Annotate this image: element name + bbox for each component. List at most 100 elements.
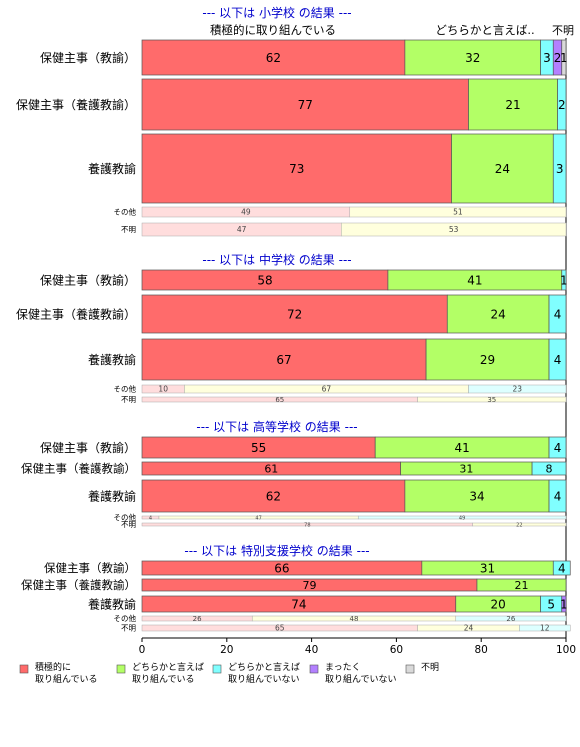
data-label: 22 [516, 522, 522, 528]
data-label: 67 [322, 385, 332, 394]
bar-segment [548, 338, 567, 381]
data-label: 1 [560, 273, 568, 287]
legend-label: 不明 [421, 662, 439, 673]
bar-segment [552, 133, 567, 204]
row-label: 養護教諭 [88, 596, 136, 611]
bar-segment [404, 479, 550, 513]
legend-swatch [19, 664, 29, 674]
data-label: 66 [274, 561, 289, 575]
data-label: 1 [560, 597, 568, 611]
legend-label: 積極的に [35, 661, 71, 673]
bar-segment [548, 294, 567, 334]
bar-segment [548, 436, 567, 459]
legend-label: まったく [325, 662, 361, 673]
row-label: その他 [114, 384, 137, 394]
data-label: 4 [554, 353, 562, 367]
row-label: その他 [114, 512, 137, 522]
bar-segment [548, 479, 567, 513]
x-tick-label: 80 [475, 644, 488, 656]
x-tick-label: 100 [556, 644, 576, 656]
legend-label: 取り組んでいる [132, 673, 195, 685]
data-label: 29 [480, 353, 495, 367]
data-label: 62 [266, 489, 281, 503]
legend-label: 取り組んでいる [35, 673, 98, 685]
bar-segment [341, 222, 567, 237]
legend-label: 取り組んでいない [228, 673, 300, 685]
data-label: 3 [543, 51, 551, 65]
data-label: 8 [546, 462, 553, 475]
data-label: 41 [467, 273, 482, 287]
bar-segment [531, 461, 567, 476]
bar-segment [141, 294, 448, 334]
bar-segment [468, 78, 558, 131]
row-label: 不明 [121, 395, 136, 404]
data-label: 31 [480, 561, 495, 575]
data-label: 32 [465, 51, 480, 65]
data-label: 21 [505, 98, 520, 112]
data-label: 21 [514, 579, 528, 592]
data-label: 72 [287, 307, 302, 321]
data-label: 2 [558, 98, 566, 112]
row-label: 保健主事（養護教諭） [21, 578, 136, 592]
data-label: 67 [276, 353, 291, 367]
data-label: 23 [512, 385, 522, 394]
data-label: 65 [275, 396, 284, 404]
data-label: 41 [454, 441, 469, 455]
legend-swatch [212, 664, 222, 674]
bar-segment [425, 338, 550, 381]
x-tick-label: 40 [305, 644, 318, 656]
bar-segment [552, 560, 571, 576]
data-label: 79 [302, 579, 316, 592]
data-label: 4 [554, 307, 562, 321]
bar-segment [141, 133, 452, 204]
legend-label: 取り組んでいない [325, 673, 397, 685]
bar-segment [141, 78, 469, 131]
bar-segment [561, 595, 567, 613]
data-label: 12 [540, 624, 550, 633]
group-title: --- 以下は 小学校 の結果 --- [202, 5, 351, 20]
row-label: 不明 [121, 520, 136, 529]
bar-segment [141, 479, 406, 513]
data-label: 26 [193, 615, 202, 623]
legend-swatch [116, 664, 126, 674]
bar-segment [446, 294, 550, 334]
data-label: 24 [495, 162, 510, 176]
data-label: 47 [237, 225, 247, 234]
data-label: 73 [289, 162, 304, 176]
data-label: 35 [487, 396, 496, 404]
bar-segment [472, 522, 567, 527]
bar-segment [561, 39, 567, 76]
data-label: 49 [241, 208, 251, 217]
group-title: --- 以下は 高等学校 の結果 --- [196, 419, 357, 434]
row-label: 保健主事（養護教諭） [21, 462, 136, 476]
bar-segment [557, 78, 567, 131]
data-label: 62 [266, 51, 281, 65]
bar-segment [141, 39, 406, 76]
data-label: 48 [350, 615, 359, 623]
data-label: 31 [459, 462, 473, 475]
legend-label: どちらかと言えば [132, 661, 204, 673]
bar-segment [561, 269, 567, 291]
bar-segment [451, 133, 554, 204]
data-label: 3 [556, 162, 564, 176]
data-label: 2 [554, 51, 562, 65]
data-label: 24 [491, 307, 506, 321]
data-label: 24 [464, 624, 474, 633]
data-label: 74 [291, 597, 306, 611]
data-label: 4 [554, 489, 562, 503]
row-label: 保健主事（養護教諭） [16, 306, 136, 321]
row-label: 養護教諭 [88, 161, 136, 176]
legend-swatch [405, 664, 415, 674]
data-label: 49 [459, 515, 465, 521]
row-label: 養護教諭 [88, 488, 136, 503]
data-label: 4 [149, 515, 152, 521]
data-label: 55 [251, 441, 266, 455]
x-tick-label: 20 [220, 644, 233, 656]
legend-swatch [309, 664, 319, 674]
data-label: 5 [547, 597, 555, 611]
row-label: 保健主事（教諭） [40, 440, 136, 455]
bar-segment [519, 624, 571, 632]
data-label: 51 [453, 208, 463, 217]
category-label: 積極的に取り組んでいる [210, 23, 336, 37]
row-label: 保健主事（教諭） [44, 561, 136, 575]
